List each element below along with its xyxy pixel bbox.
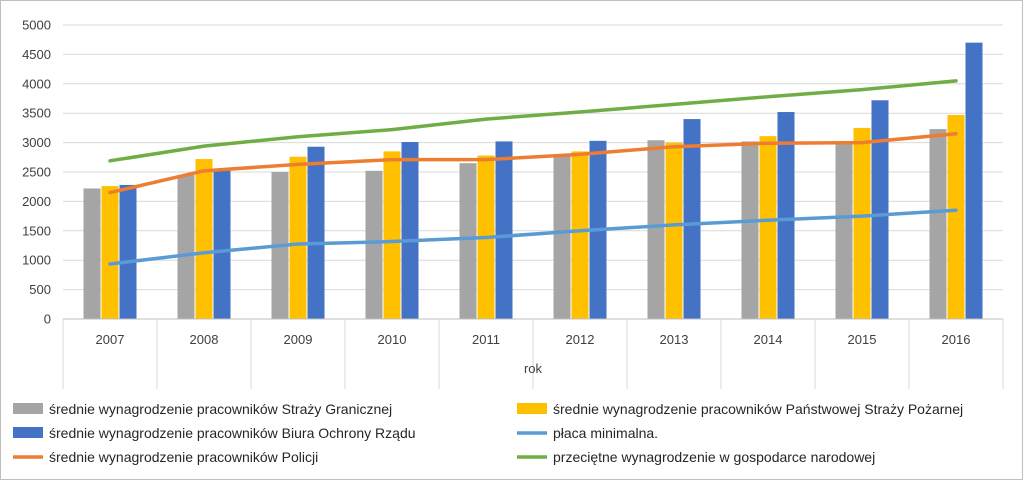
x-tick-label: 2008	[190, 332, 219, 347]
y-tick-label: 4500	[22, 47, 51, 62]
bar	[119, 184, 137, 319]
legend-label: średnie wynagrodzenie pracowników Policj…	[49, 449, 318, 465]
x-tick-label: 2015	[848, 332, 877, 347]
series-line	[108, 132, 958, 195]
bar	[213, 169, 231, 319]
series-line	[108, 79, 958, 163]
y-tick-label: 2500	[22, 165, 51, 180]
y-tick-label: 500	[29, 282, 51, 297]
bar	[289, 156, 307, 319]
x-tick-label: 2011	[472, 332, 500, 347]
x-tick-label: 2013	[660, 332, 689, 347]
bar	[947, 114, 965, 320]
bar	[401, 142, 419, 319]
bar	[365, 170, 383, 319]
bar	[571, 151, 589, 319]
x-axis-title: rok	[524, 361, 543, 376]
legend-swatch	[13, 427, 43, 438]
bar	[83, 188, 101, 319]
series-line	[108, 208, 958, 266]
x-tick-label: 2014	[754, 332, 783, 347]
legend-label: średnie wynagrodzenie pracowników Państw…	[553, 401, 963, 417]
legend-label: przeciętne wynagrodzenie w gospodarce na…	[553, 449, 875, 465]
x-tick-label: 2012	[566, 332, 595, 347]
bar	[835, 142, 853, 319]
y-tick-label: 2000	[22, 194, 51, 209]
legend: średnie wynagrodzenie pracowników Straży…	[13, 401, 963, 465]
bar	[965, 42, 983, 319]
legend-swatch	[517, 403, 547, 414]
bar	[307, 146, 325, 319]
bar	[495, 141, 513, 319]
bar	[929, 129, 947, 319]
y-tick-label: 1000	[22, 253, 51, 268]
x-axis-ticks: 2007 2008 2009 2010 2011 2012 2013 2014 2015 2016	[96, 332, 971, 347]
bar	[553, 154, 571, 319]
bar	[853, 127, 871, 320]
y-tick-label: 3000	[22, 135, 51, 150]
bar	[459, 163, 477, 319]
bar	[741, 141, 759, 319]
series-lines	[108, 79, 958, 266]
bar	[871, 100, 889, 319]
bar	[383, 151, 401, 319]
x-tick-label: 2016	[942, 332, 971, 347]
bar	[759, 136, 777, 319]
y-tick-label: 1500	[22, 223, 51, 238]
bar	[195, 159, 213, 319]
bar	[101, 186, 119, 319]
y-tick-label: 4000	[22, 76, 51, 91]
legend-label: płaca minimalna.	[553, 425, 658, 441]
x-tick-label: 2009	[284, 332, 313, 347]
bar	[777, 112, 795, 319]
legend-label: średnie wynagrodzenie pracowników Straży…	[49, 401, 392, 417]
x-tick-label: 2007	[96, 332, 125, 347]
bar	[647, 140, 665, 319]
bar	[177, 174, 195, 319]
y-axis-ticks: 0 500 1000 1500 2000 2500 3000 3500 4000 4500 5000	[22, 18, 51, 327]
bar	[665, 142, 683, 319]
y-tick-label: 5000	[22, 18, 51, 33]
legend-label: średnie wynagrodzenie pracowników Biura …	[49, 425, 416, 441]
x-axis	[62, 318, 1004, 389]
legend-swatch	[13, 403, 43, 414]
x-tick-label: 2010	[378, 332, 407, 347]
bars	[83, 42, 983, 320]
bar	[683, 119, 701, 319]
y-tick-label: 0	[44, 312, 51, 327]
y-tick-label: 3500	[22, 106, 51, 121]
